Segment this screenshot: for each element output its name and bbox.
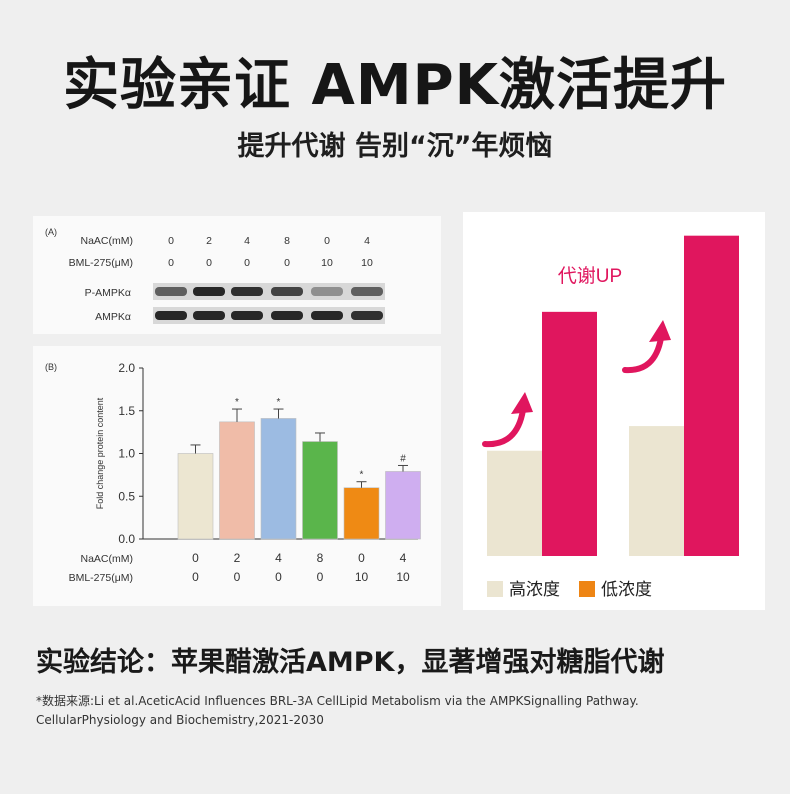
blot-band [311,287,343,296]
blot-band [155,287,187,296]
conclusion-text: 实验结论：苹果醋激活AMPK，显著增强对糖脂代谢 [36,647,665,678]
bar-chart-panel: (B) 0.0 0.5 1.0 1.5 2.0 Fold change protein co… [33,346,441,606]
blot-row-value: 8 [284,235,290,247]
reference-line-2: CellularPhysiology and Biochemistry,2021… [36,713,324,727]
x-row-value: 10 [355,570,369,584]
blot-row-value: 2 [206,235,212,247]
blot-row-value: 0 [168,257,174,269]
metabolism-chart-panel: 代谢UP 高浓度 低浓度 [463,212,765,610]
significance-marker: # [400,453,406,464]
x-row-value: 2 [234,551,241,565]
chart-bar [219,421,255,540]
page-title: 实验亲证 AMPK激活提升 [63,53,727,118]
chart-annotation: 代谢UP [558,265,622,287]
reference-line-1: *数据来源:Li et al.AceticAcid Influences BRL… [36,694,639,708]
blot-band [193,287,225,296]
chart-bar [177,453,214,540]
up-arrow-icon [622,335,664,374]
y-tick-label: 1.0 [118,447,135,461]
blot-band [351,287,383,296]
significance-marker: * [360,470,364,481]
reference-text: *数据来源:Li et al.AceticAcid Influences BRL… [36,692,756,730]
legend-label: 低浓度 [601,580,652,599]
blot-band [231,287,263,296]
x-row-value: 4 [400,551,407,565]
blot-band [155,311,187,320]
panel-b-label: (B) [45,362,57,372]
metabolism-bar-chart: 代谢UP 高浓度 低浓度 [482,235,739,599]
x-row-value: 0 [317,570,324,584]
blot-membrane [153,283,385,300]
chart-bar [302,441,338,540]
chart-bar [260,418,297,540]
significance-marker: * [277,397,281,408]
x-row-label: NaAC(mM) [81,553,134,565]
chart-bar [487,450,542,556]
blot-row-value: 0 [284,257,290,269]
y-tick-label: 1.5 [118,404,135,418]
chart-bar [542,311,597,556]
y-tick-label: 0.0 [118,532,135,546]
blot-row-value: 4 [244,235,250,247]
up-arrow-icon [482,407,526,448]
blot-band [271,287,303,296]
blot-row-value: 0 [324,235,330,247]
y-axis-label: Fold change protein content [95,397,105,509]
protein-bar-chart: (B) 0.0 0.5 1.0 1.5 2.0 Fold change protein co… [45,361,421,584]
chart-bar [385,471,421,540]
blot-row-value: 10 [321,257,333,269]
x-row-value: 10 [396,570,410,584]
panel-a-label: (A) [45,227,57,237]
blot-row-value: 0 [206,257,212,269]
western-blot-figure: (A) NaAC(mM) 0 2 4 8 0 4 BML-275(μM) 0 0 0 0 10 10 P-AM… [45,227,385,324]
blot-band [231,311,263,320]
blot-band [351,311,383,320]
chart-bar [343,487,380,540]
up-arrow-head-icon [649,320,671,342]
blot-row-value: 0 [244,257,250,269]
page-subtitle: 提升代谢 告别“沉”年烦恼 [237,131,553,162]
blot-band [193,311,225,320]
blot-row-label: NaAC(mM) [81,235,134,247]
y-tick-label: 0.5 [118,489,135,503]
up-arrow-head-icon [511,392,533,414]
blot-row-value: 0 [168,235,174,247]
x-row-value: 0 [192,570,199,584]
x-row-value: 0 [234,570,241,584]
western-blot-panel: (A) NaAC(mM) 0 2 4 8 0 4 BML-275(μM) 0 0 0 0 10 10 P-AM… [33,216,441,334]
blot-membrane [153,307,385,324]
legend-swatch [487,581,503,597]
legend-label: 高浓度 [509,580,560,599]
blot-band-label: P-AMPKα [85,287,131,299]
legend-swatch [579,581,595,597]
x-row-value: 0 [275,570,282,584]
x-row-value: 4 [275,551,282,565]
chart-bar [629,426,684,556]
x-row-label: BML-275(μM) [69,572,133,584]
blot-band [311,311,343,320]
blot-row-value: 10 [361,257,373,269]
blot-row-value: 4 [364,235,370,247]
significance-marker: * [235,397,239,408]
x-row-value: 8 [317,551,324,565]
blot-band [271,311,303,320]
blot-row-label: BML-275(μM) [69,257,133,269]
y-tick-label: 2.0 [118,361,135,375]
x-row-value: 0 [358,551,365,565]
chart-bar [684,235,739,556]
blot-band-label: AMPKα [95,311,131,323]
x-row-value: 0 [192,551,199,565]
